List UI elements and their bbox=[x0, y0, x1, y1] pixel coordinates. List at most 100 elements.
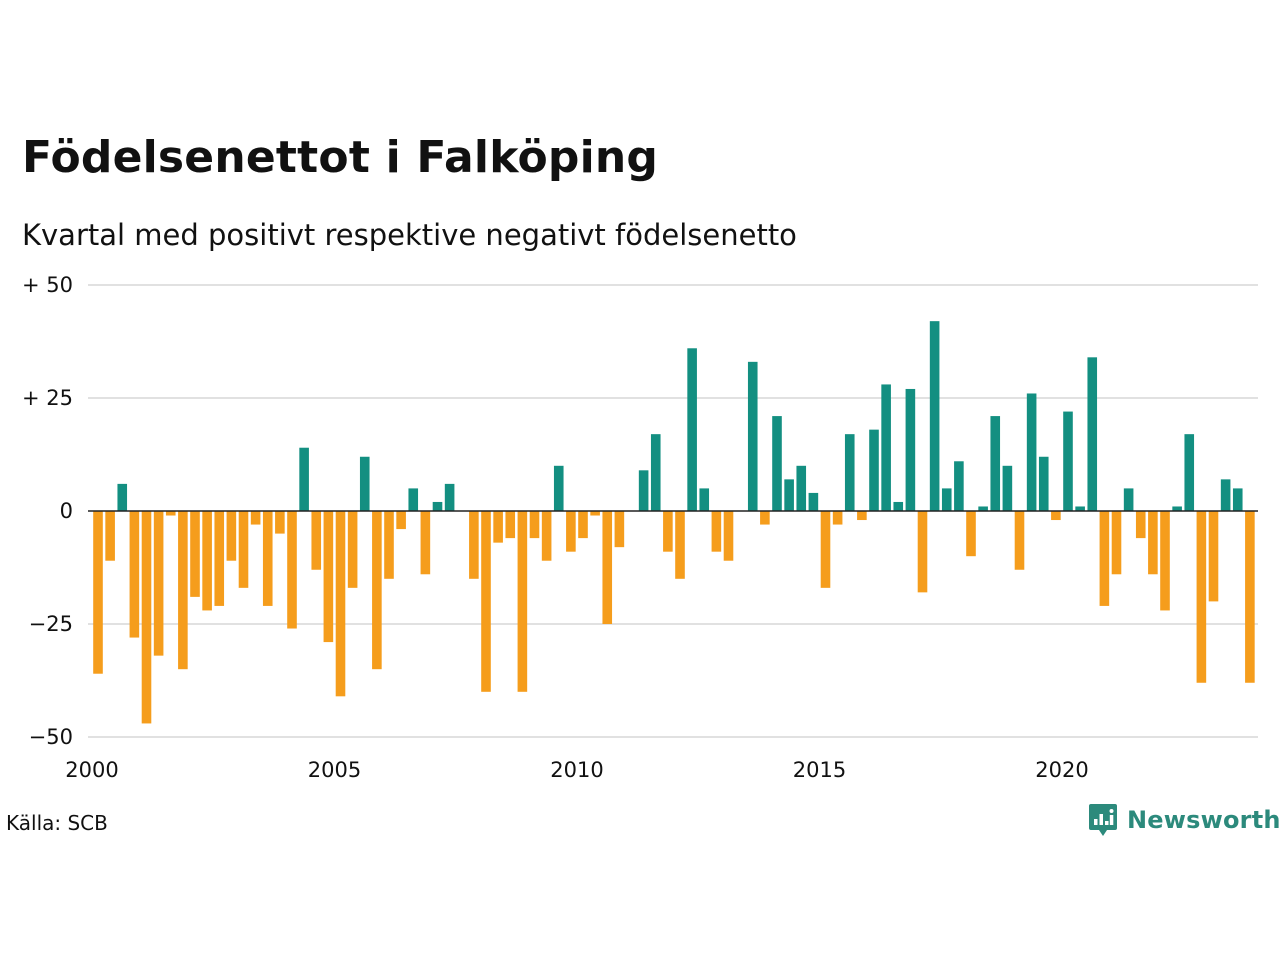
y-tick-label: −25 bbox=[29, 612, 73, 636]
bar bbox=[808, 492, 819, 511]
bar bbox=[978, 506, 988, 511]
bar bbox=[178, 511, 188, 670]
x-tick-label: 2015 bbox=[793, 758, 846, 782]
y-axis-tick-labels: + 50 + 25 0 −25 −50 bbox=[22, 273, 73, 749]
x-tick-label: 2005 bbox=[308, 758, 361, 782]
bar bbox=[687, 348, 697, 511]
bar bbox=[553, 465, 564, 511]
bar bbox=[262, 511, 273, 606]
bar bbox=[966, 511, 976, 557]
bar bbox=[1160, 511, 1170, 611]
bar bbox=[1123, 488, 1134, 511]
bar bbox=[541, 511, 552, 561]
bar bbox=[1220, 479, 1231, 511]
bar bbox=[1196, 511, 1207, 683]
bar bbox=[1038, 456, 1049, 511]
y-tick-label: + 50 bbox=[22, 273, 73, 297]
bar bbox=[444, 483, 455, 511]
brand-logo: Newsworthy bbox=[1088, 802, 1280, 838]
bar bbox=[905, 388, 916, 511]
y-tick-label: −50 bbox=[29, 725, 73, 749]
bar bbox=[1135, 511, 1146, 539]
bar bbox=[359, 456, 370, 511]
bar bbox=[857, 511, 867, 521]
bar bbox=[372, 511, 382, 670]
bar bbox=[1026, 393, 1037, 511]
chart-title: Födelsenettot i Falköping bbox=[22, 132, 659, 183]
bar bbox=[578, 511, 588, 539]
bar bbox=[1063, 411, 1073, 511]
bar bbox=[1172, 506, 1182, 511]
bar bbox=[529, 511, 540, 539]
bar bbox=[954, 461, 964, 511]
chart-subtitle: Kvartal med positivt respektive negativt… bbox=[22, 218, 797, 252]
bar bbox=[602, 511, 613, 624]
x-tick-label: 2020 bbox=[1035, 758, 1088, 782]
bar bbox=[517, 511, 528, 692]
bar bbox=[202, 511, 212, 611]
bar bbox=[1075, 506, 1085, 511]
bar bbox=[638, 470, 649, 511]
x-tick-label: 2000 bbox=[65, 758, 118, 782]
bar-chart: + 50 + 25 0 −25 −50 2000 2005 2010 2015 2020 bbox=[22, 273, 1258, 782]
bar bbox=[832, 511, 843, 525]
bar bbox=[117, 483, 128, 511]
bar bbox=[105, 511, 115, 561]
bar bbox=[917, 511, 928, 593]
bar bbox=[335, 511, 346, 697]
bar bbox=[469, 511, 479, 579]
bar bbox=[250, 511, 261, 525]
bar bbox=[699, 488, 710, 511]
bar bbox=[869, 429, 879, 511]
bar bbox=[614, 511, 625, 548]
bar bbox=[590, 511, 600, 516]
gridlines bbox=[88, 284, 1258, 738]
bar bbox=[760, 511, 770, 525]
bar bbox=[493, 511, 503, 543]
bar bbox=[1051, 511, 1061, 521]
bar bbox=[941, 488, 952, 511]
bar bbox=[747, 361, 758, 511]
bar bbox=[287, 511, 297, 629]
bar bbox=[214, 511, 225, 606]
bar bbox=[141, 511, 152, 724]
bar bbox=[420, 511, 431, 575]
bar bbox=[820, 511, 831, 588]
bar bbox=[772, 416, 782, 511]
bar bbox=[347, 511, 358, 588]
bar bbox=[1184, 434, 1195, 511]
bar bbox=[1014, 511, 1025, 570]
bar bbox=[481, 511, 491, 692]
bar bbox=[881, 384, 891, 511]
bar bbox=[796, 465, 807, 511]
bar bbox=[566, 511, 576, 552]
bar bbox=[505, 511, 516, 539]
bar bbox=[323, 511, 334, 643]
bar bbox=[1099, 511, 1110, 606]
bar bbox=[675, 511, 685, 579]
bar bbox=[929, 321, 940, 511]
bar bbox=[663, 511, 673, 552]
newsworthy-logo-icon bbox=[1089, 804, 1117, 836]
brand-name: Newsworthy bbox=[1127, 806, 1280, 834]
bar bbox=[1245, 511, 1255, 683]
x-axis-tick-labels: 2000 2005 2010 2015 2020 bbox=[65, 758, 1088, 782]
bar bbox=[1087, 357, 1098, 511]
bar bbox=[129, 511, 140, 638]
bar bbox=[153, 511, 164, 656]
bar bbox=[1148, 511, 1158, 575]
bar bbox=[1111, 511, 1122, 575]
bar bbox=[1002, 465, 1013, 511]
bar bbox=[311, 511, 322, 570]
bar bbox=[1208, 511, 1219, 602]
bar bbox=[165, 511, 176, 516]
bar bbox=[238, 511, 249, 588]
bar bbox=[723, 511, 734, 561]
bar bbox=[408, 488, 419, 511]
bar bbox=[396, 511, 406, 530]
bar bbox=[226, 511, 237, 561]
y-tick-label: + 25 bbox=[22, 386, 73, 410]
bar bbox=[650, 434, 661, 511]
bar bbox=[275, 511, 285, 534]
bar bbox=[432, 501, 443, 511]
